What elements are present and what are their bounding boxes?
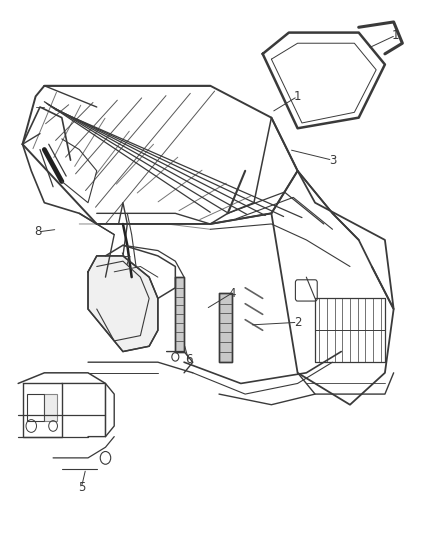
Text: 5: 5 [78,481,85,494]
Bar [44,394,57,421]
Polygon shape [175,277,184,352]
Text: 7: 7 [124,255,131,268]
Polygon shape [219,293,232,362]
Text: 8: 8 [34,225,42,238]
Text: 2: 2 [294,316,301,329]
Text: 1: 1 [294,90,301,103]
Text: 3: 3 [329,154,336,167]
Bar [27,394,44,421]
Text: 4: 4 [228,287,236,300]
Text: 6: 6 [185,353,192,366]
Text: 1: 1 [392,29,399,42]
Polygon shape [88,256,158,352]
